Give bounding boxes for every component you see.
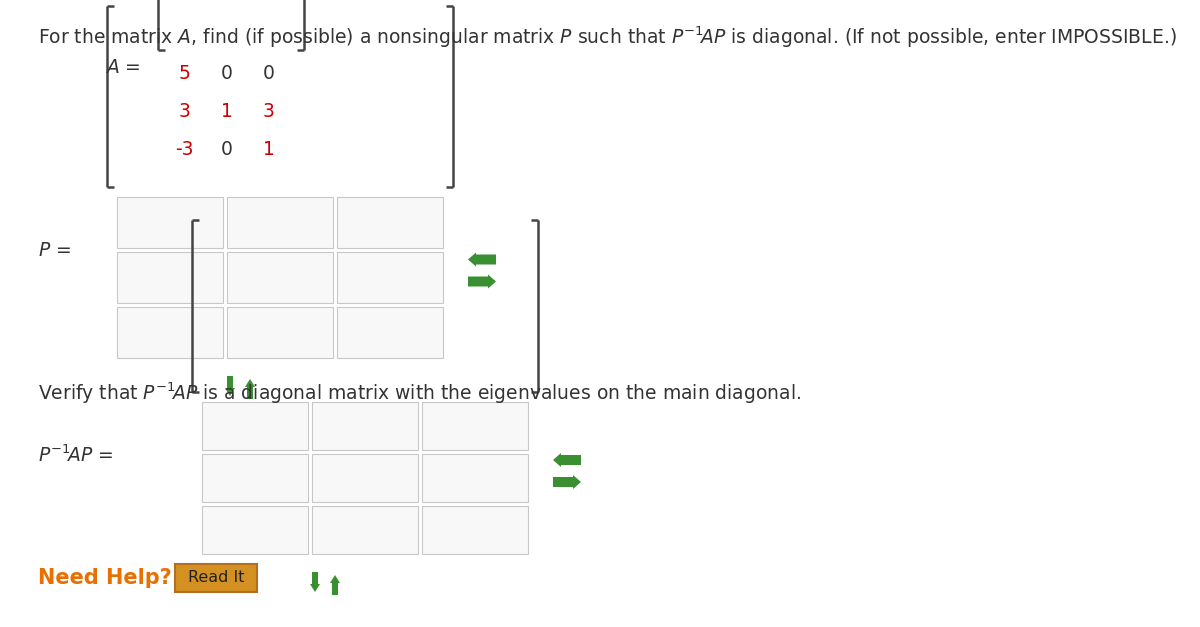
Bar [337, 252, 443, 303]
FancyArrow shape [245, 379, 256, 399]
Bar [422, 454, 528, 502]
Bar [422, 506, 528, 554]
FancyArrow shape [226, 376, 235, 396]
Bar [202, 454, 308, 502]
Text: -3: -3 [175, 140, 194, 159]
Bar [337, 307, 443, 358]
Text: $P$ =: $P$ = [38, 241, 71, 260]
FancyArrow shape [553, 475, 581, 489]
Bar [312, 402, 418, 450]
Bar [312, 506, 418, 554]
Bar [312, 454, 418, 502]
Text: $P^{-1}\!AP$ =: $P^{-1}\!AP$ = [38, 445, 113, 466]
Text: 5: 5 [179, 63, 191, 83]
FancyArrow shape [553, 453, 581, 467]
Bar [118, 197, 223, 248]
FancyArrow shape [468, 253, 496, 266]
Bar [202, 506, 308, 554]
Bar [118, 252, 223, 303]
Text: 1: 1 [221, 102, 233, 120]
FancyArrow shape [468, 275, 496, 288]
Text: 3: 3 [179, 102, 191, 120]
Text: Read It: Read It [187, 571, 245, 586]
FancyBboxPatch shape [175, 564, 257, 592]
Text: 0: 0 [221, 63, 233, 83]
Text: For the matrix $A$, find (if possible) a nonsingular matrix $P$ such that $P^{-1: For the matrix $A$, find (if possible) a… [38, 25, 1177, 51]
Bar [202, 402, 308, 450]
Text: Verify that $P^{-1}\!AP$ is a diagonal matrix with the eigenvalues on the main d: Verify that $P^{-1}\!AP$ is a diagonal m… [38, 380, 802, 406]
Bar [422, 402, 528, 450]
Bar [227, 252, 334, 303]
Bar [227, 307, 334, 358]
FancyArrow shape [310, 572, 320, 592]
Bar [337, 197, 443, 248]
Text: 3: 3 [263, 102, 275, 120]
Text: 0: 0 [221, 140, 233, 159]
Text: 0: 0 [263, 63, 275, 83]
Text: $A$ =: $A$ = [106, 58, 140, 77]
FancyArrow shape [330, 575, 340, 595]
Bar [118, 307, 223, 358]
Bar [227, 197, 334, 248]
Text: Need Help?: Need Help? [38, 568, 172, 588]
Text: 1: 1 [263, 140, 275, 159]
